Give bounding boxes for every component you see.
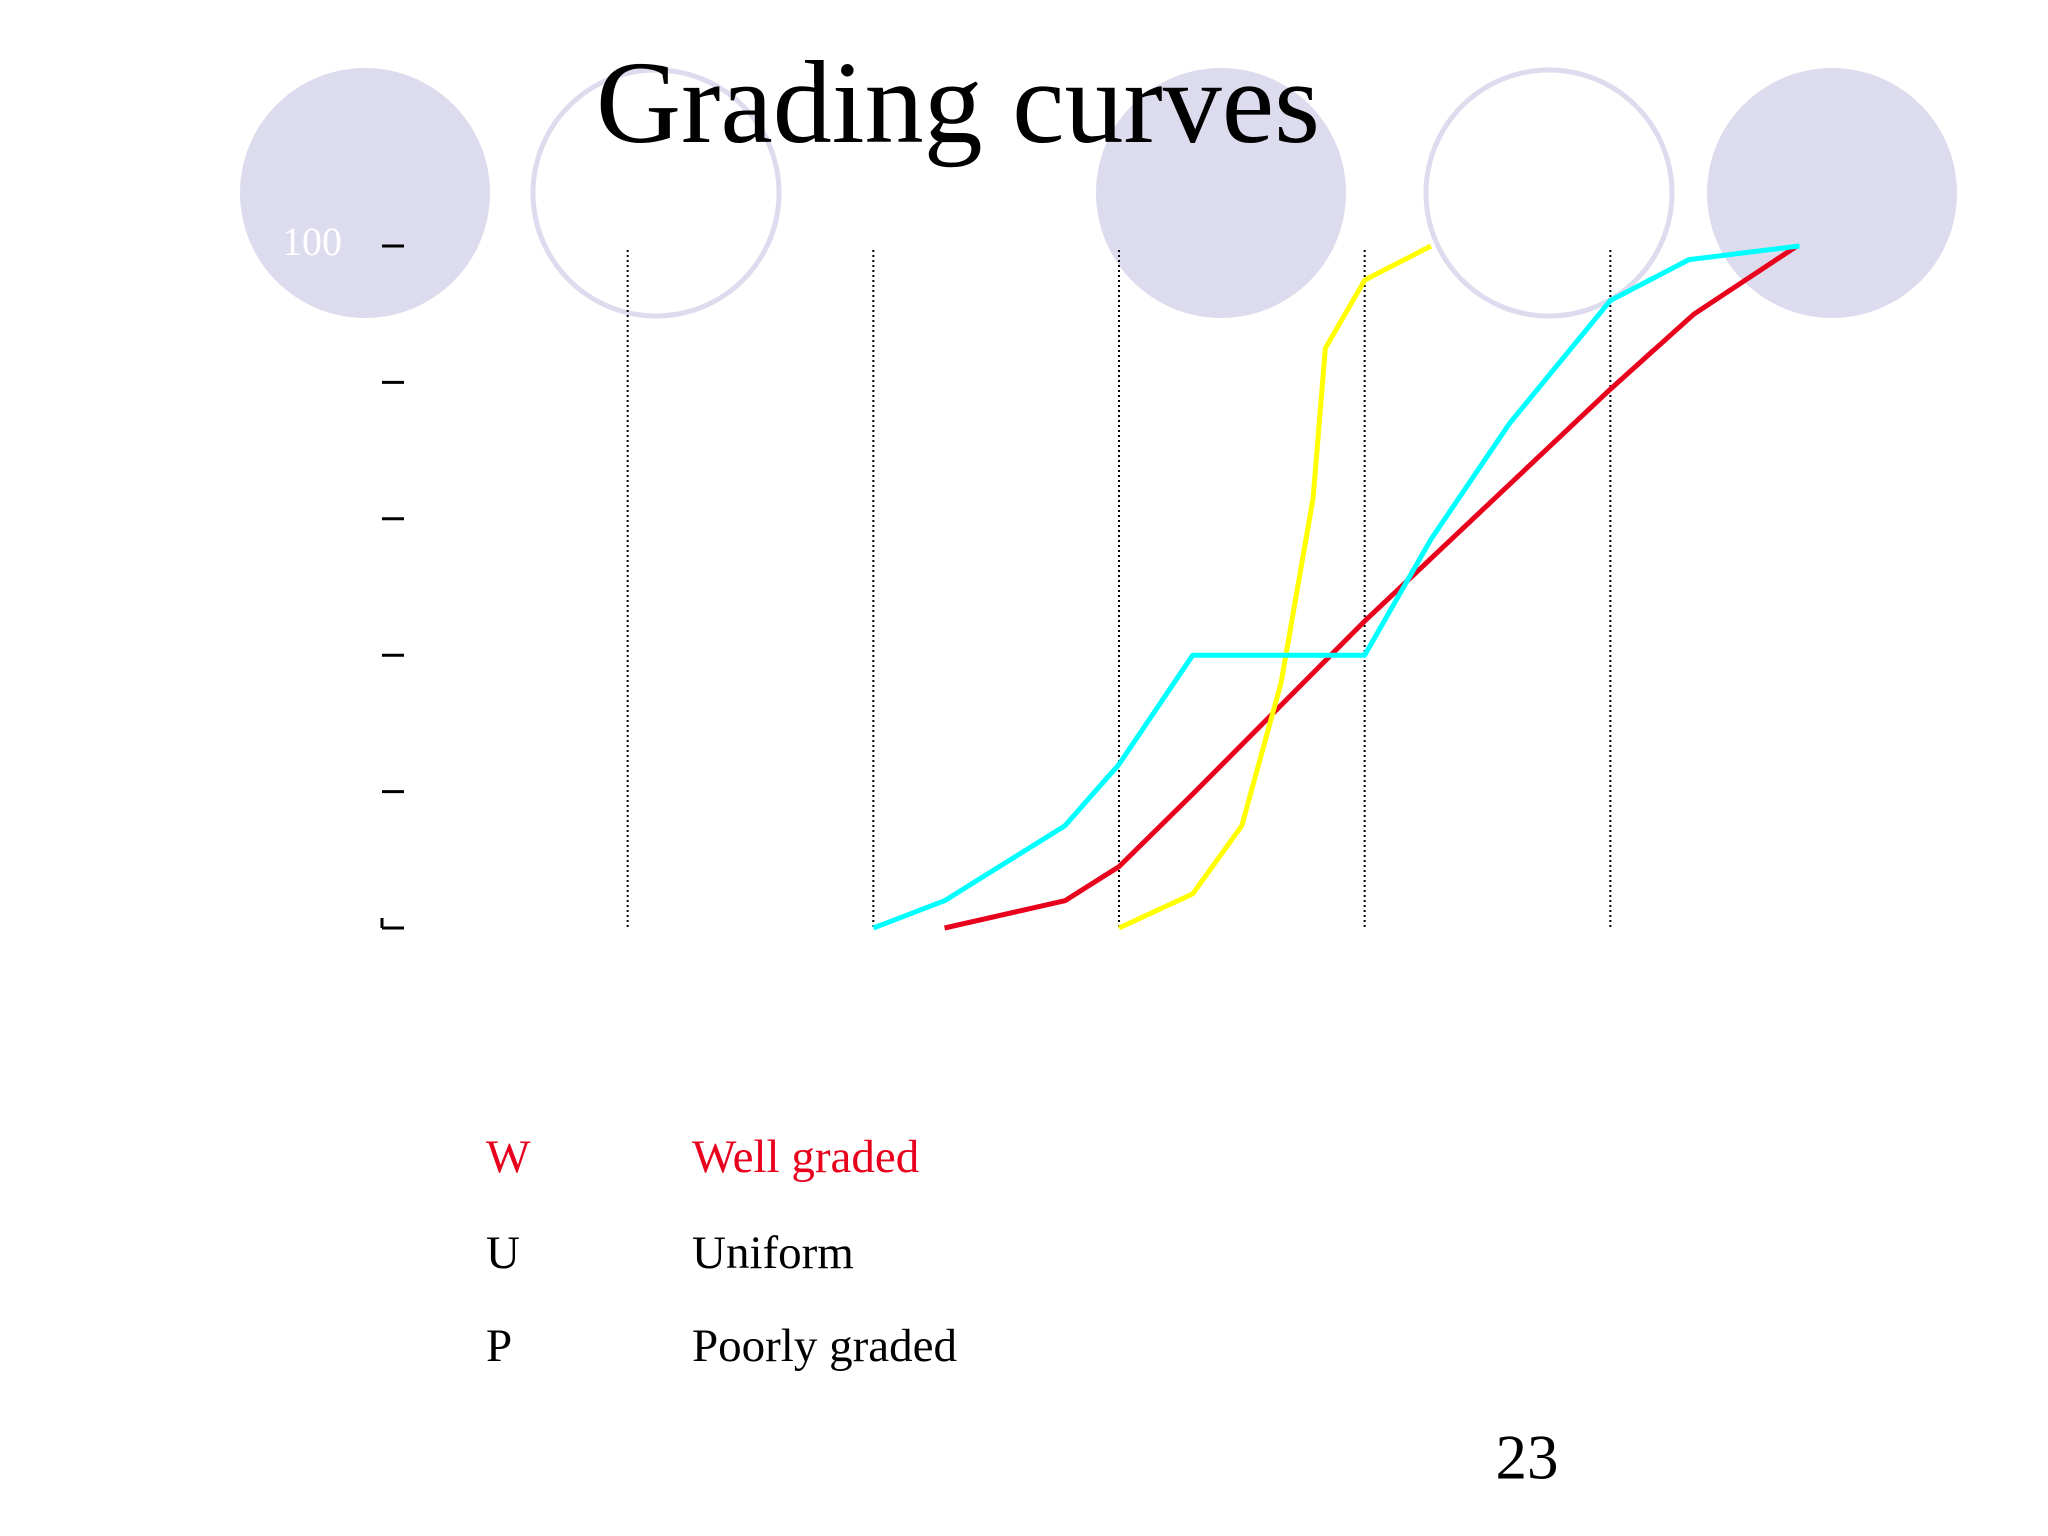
chart-title: Grading curves [596, 37, 1320, 168]
circle [1423, 67, 1675, 319]
decoration [240, 67, 1957, 319]
legend-label: Uniform [692, 1227, 854, 1279]
legend-code: U [486, 1227, 520, 1279]
data-line [1117, 243, 1433, 931]
legend-code: P [486, 1320, 512, 1372]
data-line [872, 243, 1800, 931]
circle [1707, 68, 1957, 318]
legend-label: Poorly graded [692, 1320, 957, 1372]
legend-label: Well graded [692, 1131, 919, 1183]
legend-code: W [486, 1131, 531, 1183]
page-number: 23 [1496, 1422, 1559, 1492]
y-tick-label: 100 [282, 219, 342, 264]
circle [1096, 68, 1346, 318]
circle [530, 67, 782, 319]
circle [240, 68, 490, 318]
data-line [944, 243, 1799, 931]
